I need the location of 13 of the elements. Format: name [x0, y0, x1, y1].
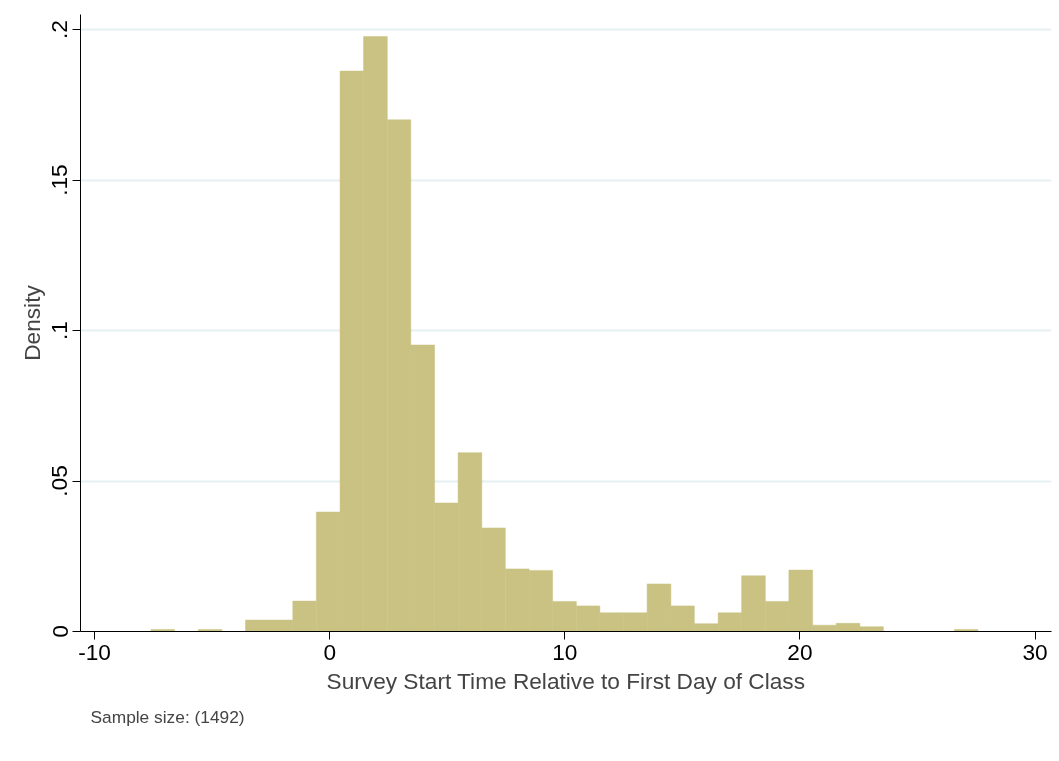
x-tick-label: 20 [787, 638, 813, 665]
x-tick-label: 30 [1022, 638, 1048, 665]
x-tick-label: 0 [323, 638, 337, 665]
x-tick-label: 10 [552, 638, 578, 665]
text: Sample size: (1492) [90, 706, 245, 727]
y-tick-label: .05 [46, 465, 73, 497]
y-tick-label: .15 [46, 164, 73, 196]
x-axis-title: Survey Start Time Relative to First Day of Class [326, 667, 806, 694]
y-tick-label: .2 [46, 20, 73, 39]
y-tick-label: 0 [46, 625, 73, 638]
y-axis-title: Density [18, 284, 45, 361]
y-tick-label: .1 [46, 321, 73, 340]
x-tick-label: -10 [78, 638, 111, 665]
